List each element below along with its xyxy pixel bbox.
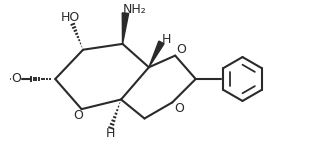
Text: H: H (106, 127, 115, 140)
Polygon shape (122, 13, 129, 44)
Text: O: O (174, 102, 184, 115)
Text: O: O (177, 43, 187, 56)
Polygon shape (149, 41, 164, 67)
Text: H: H (162, 33, 171, 46)
Text: HO: HO (61, 11, 80, 24)
Text: O: O (11, 73, 21, 86)
Text: O: O (73, 109, 83, 122)
Text: NH₂: NH₂ (123, 3, 147, 16)
